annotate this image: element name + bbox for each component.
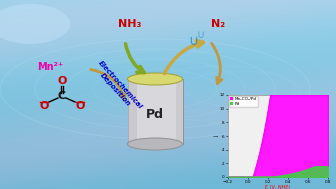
- Text: Pd: Pd: [146, 108, 164, 121]
- Y-axis label: j: j: [214, 135, 219, 137]
- Text: O: O: [39, 101, 49, 111]
- Bar: [127, 79, 182, 144]
- Text: O: O: [75, 101, 85, 111]
- Text: C: C: [58, 91, 66, 101]
- Ellipse shape: [127, 73, 182, 85]
- Bar: [176, 79, 182, 144]
- Text: ∪: ∪: [197, 30, 205, 40]
- Text: O: O: [57, 76, 67, 86]
- Text: Electrochemical
Deposition: Electrochemical Deposition: [92, 59, 144, 115]
- Text: N₂: N₂: [211, 19, 225, 29]
- Text: ∪: ∪: [188, 34, 198, 48]
- Ellipse shape: [0, 4, 70, 44]
- Bar: [127, 79, 137, 144]
- X-axis label: E (V, NHE): E (V, NHE): [265, 185, 291, 189]
- Legend: Mn₂CO₃/Pd, Pd: Mn₂CO₃/Pd, Pd: [229, 96, 258, 107]
- Ellipse shape: [127, 138, 182, 150]
- Text: Mn²⁺: Mn²⁺: [37, 62, 63, 72]
- Text: NH₃: NH₃: [118, 19, 142, 29]
